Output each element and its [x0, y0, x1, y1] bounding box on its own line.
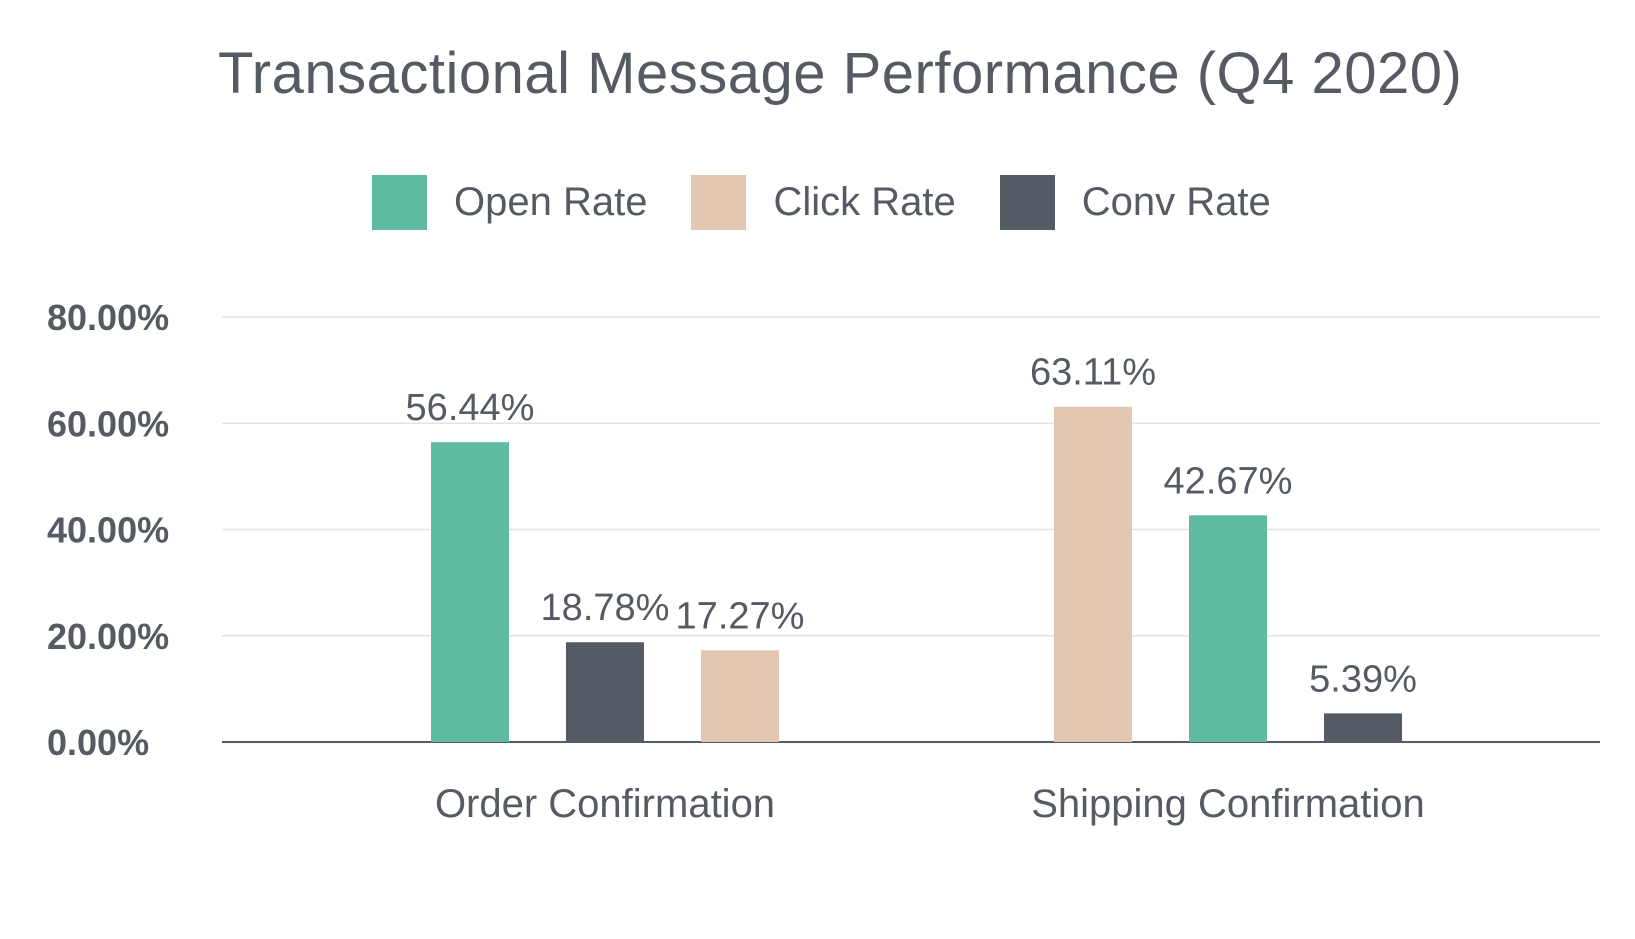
data-label: 17.27%: [676, 595, 805, 637]
y-tick-label: 40.00%: [47, 510, 169, 551]
legend-item-conv-rate: Conv Rate: [999, 175, 1271, 230]
bar: [566, 642, 644, 742]
legend-item-click-rate: Click Rate: [691, 175, 956, 230]
legend: Open Rate Click Rate Conv Rate: [372, 175, 1315, 230]
x-category-label: Order Confirmation: [435, 782, 775, 826]
legend-swatch-conv-rate: [999, 175, 1055, 230]
legend-label-click-rate: Click Rate: [773, 180, 956, 224]
y-tick-label: 80.00%: [47, 297, 169, 338]
chart-title: Transactional Message Performance (Q4 20…: [218, 41, 1463, 106]
legend-label-open-rate: Open Rate: [454, 180, 648, 224]
bar: [431, 442, 509, 742]
data-label: 18.78%: [541, 587, 670, 629]
data-label: 56.44%: [406, 387, 535, 429]
data-label: 42.67%: [1164, 460, 1293, 502]
legend-swatch-open-rate: [372, 175, 427, 230]
y-tick-label: 0.00%: [47, 722, 149, 763]
legend-label-conv-rate: Conv Rate: [1081, 180, 1271, 224]
legend-swatch-click-rate: [691, 175, 747, 230]
x-category-label: Shipping Confirmation: [1031, 782, 1425, 826]
data-label: 5.39%: [1309, 658, 1417, 700]
bar: [701, 650, 779, 742]
legend-item-open-rate: Open Rate: [372, 175, 647, 230]
y-tick-label: 20.00%: [47, 616, 169, 657]
bar: [1324, 713, 1402, 742]
data-label: 63.11%: [1030, 352, 1156, 394]
bar: [1189, 515, 1267, 742]
bar: [1054, 406, 1132, 742]
y-tick-label: 60.00%: [47, 403, 169, 444]
